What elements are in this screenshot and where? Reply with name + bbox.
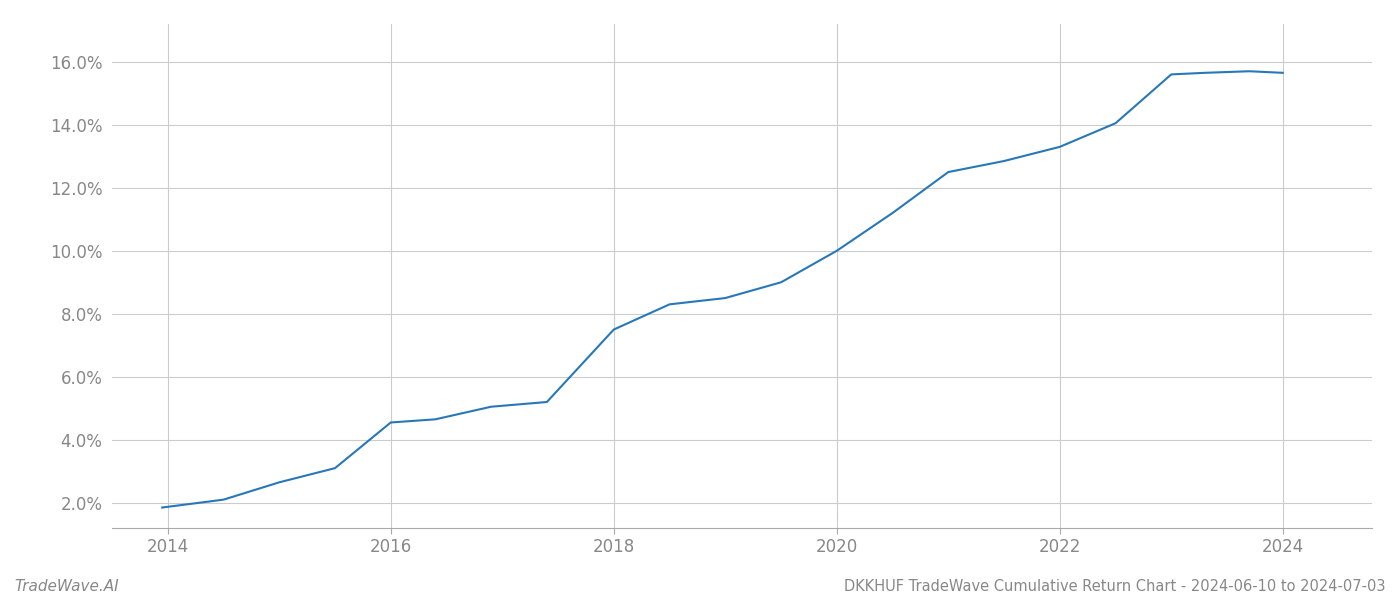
Text: TradeWave.AI: TradeWave.AI — [14, 579, 119, 594]
Text: DKKHUF TradeWave Cumulative Return Chart - 2024-06-10 to 2024-07-03: DKKHUF TradeWave Cumulative Return Chart… — [844, 579, 1386, 594]
